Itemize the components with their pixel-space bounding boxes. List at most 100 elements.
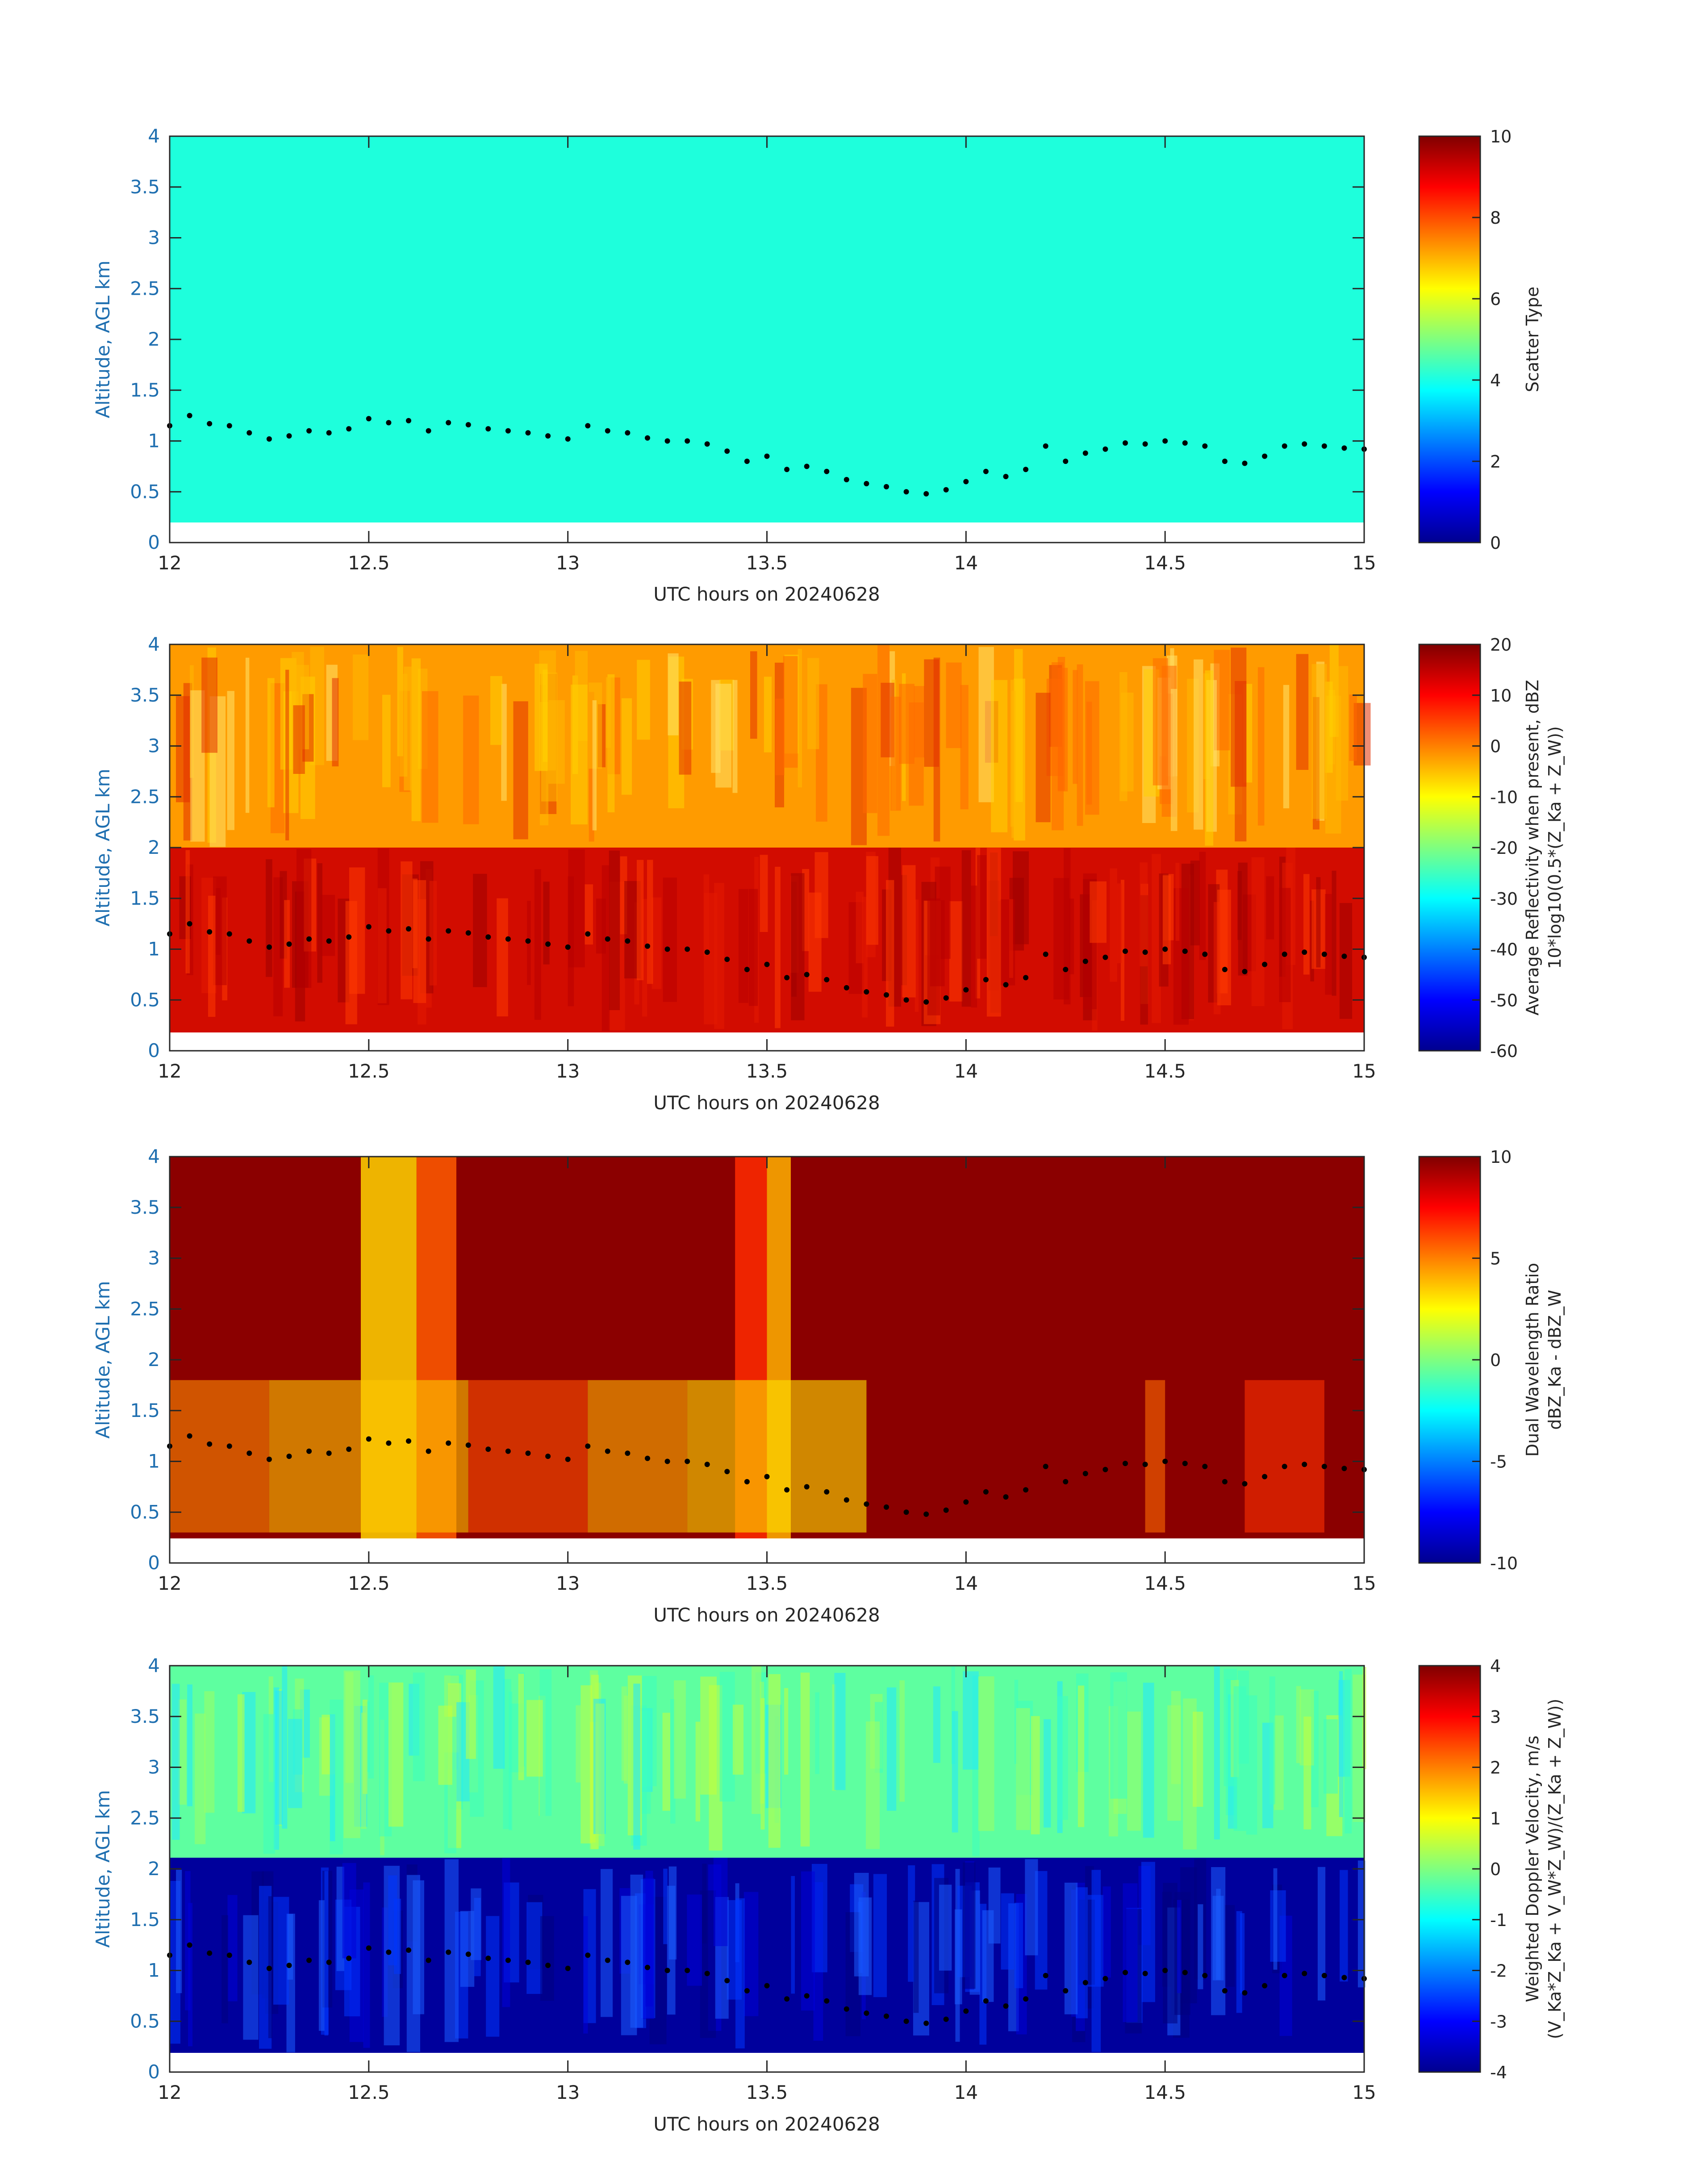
heatmap-streak: [807, 658, 819, 749]
panel-scatter-type: 12 12.5 13 13.5 14 14.5 15 0 0.5 1 1.5 2 2.5 3 3.5 4 U…: [92, 125, 1542, 605]
heatmap-streak: [732, 680, 738, 793]
x-tick-label: 12.5: [348, 1572, 390, 1594]
heatmap-streak: [1339, 1671, 1343, 1817]
cloud-base-dot: [1202, 1972, 1208, 1978]
heatmap-streak: [873, 1874, 887, 1997]
colorbar-label-4b: (V_Ka*Z_Ka + V_W*Z_W)/(Z_Ka + Z_W)): [1545, 1699, 1565, 2039]
heatmap-streak: [187, 1684, 192, 1806]
colorbar-tick-label: -10: [1490, 787, 1518, 807]
cloud-base-dot: [426, 428, 431, 434]
heatmap-streak: [642, 899, 647, 1017]
y-tick-label: 1: [148, 938, 160, 960]
cloud-base-dot: [1282, 951, 1287, 957]
y-tick-label: 1.5: [130, 379, 160, 401]
heatmap-streak: [791, 873, 805, 1020]
cloud-base-dot: [505, 1957, 511, 1963]
heatmap-streak: [815, 1692, 819, 1774]
cloud-base-dot: [446, 420, 451, 426]
x-tick-label: 12: [158, 2081, 181, 2103]
heatmap-streak: [171, 1684, 180, 1840]
cloud-base-dot: [943, 487, 949, 493]
heatmap-streak: [977, 855, 987, 959]
cloud-base-dot: [884, 2013, 889, 2019]
heatmap-streak: [1349, 694, 1357, 761]
cloud-base-dot: [1003, 982, 1009, 988]
y-tick-label: 2.5: [130, 277, 160, 299]
heatmap-streak: [1162, 875, 1171, 965]
cloud-base-dot: [784, 1487, 790, 1493]
cloud-base-dot: [1182, 440, 1188, 446]
x-tick-label: 14: [954, 1572, 978, 1594]
heatmap-streak: [643, 1878, 654, 2019]
heatmap-streak: [914, 686, 925, 758]
colorbar-3: [1418, 1156, 1481, 1564]
heatmap-streak: [243, 1915, 259, 2040]
y-tick-label: 0: [148, 1040, 160, 1061]
cloud-base-dot: [346, 1446, 352, 1452]
heatmap-streak: [1123, 1883, 1138, 2022]
cloud-base-dot: [625, 938, 631, 944]
heatmap-streak: [715, 684, 732, 788]
heatmap-streak: [798, 648, 802, 788]
heatmap-streak: [318, 1900, 325, 2031]
heatmap-streak: [343, 1670, 360, 1839]
cloud-base-dot: [1282, 1463, 1287, 1469]
y-tick-label: 4: [148, 125, 160, 147]
heatmap-streak: [662, 1713, 670, 1811]
heatmap-streak: [471, 1888, 481, 1960]
cloud-base-dot: [1341, 953, 1347, 959]
heatmap-streak: [1001, 1893, 1014, 1970]
cloud-base-dot: [844, 2006, 849, 2012]
heatmap-field-4: [170, 1666, 1366, 2053]
cloud-base-dot: [784, 467, 790, 472]
heatmap-streak: [647, 860, 653, 984]
heatmap-streak: [266, 859, 272, 977]
heatmap-streak: [1303, 874, 1310, 975]
panel-reflectivity: 12 12.5 13 13.5 14 14.5 15 0 0.5 1 1.5 2 2.5 3 3.5 4 U…: [92, 633, 1565, 1114]
cloud-base-dot: [744, 459, 750, 464]
cloud-base-dot: [864, 1501, 869, 1507]
cloud-base-dot: [923, 491, 929, 497]
colorbar-tick-label: 10: [1490, 686, 1512, 706]
heatmap-streak: [1091, 1870, 1101, 2052]
heatmap-streak: [1332, 870, 1336, 996]
heatmap-streak: [764, 677, 772, 752]
cloud-base-dot: [246, 938, 252, 944]
cloud-base-dot: [1043, 1972, 1048, 1978]
heatmap-streak: [317, 863, 322, 983]
x-tick-label: 14.5: [1144, 2081, 1186, 2103]
heatmap-streak: [933, 657, 940, 842]
cloud-base-dot: [266, 436, 272, 442]
cloud-base-dot: [446, 928, 451, 934]
cloud-base-dot: [1123, 949, 1128, 954]
heatmap-streak: [543, 882, 550, 965]
heatmap-streak: [282, 1666, 288, 1829]
cloud-base-dot: [187, 921, 192, 927]
heatmap-streak: [388, 1682, 404, 1827]
heatmap-streak: [1296, 1686, 1301, 1763]
x-tick-label: 13: [556, 2081, 580, 2103]
y-tick-label: 0.5: [130, 2010, 160, 2032]
x-tick-label: 15: [1352, 1572, 1376, 1594]
heatmap-streak: [899, 684, 915, 764]
colorbar-label-3b: dBZ_Ka - dBZ_W: [1545, 1290, 1565, 1429]
cloud-base-dot: [485, 934, 491, 940]
cloud-base-dot: [1063, 967, 1069, 972]
y-tick-label: 3: [148, 1756, 160, 1778]
heatmap-streak: [991, 680, 1008, 832]
cloud-base-dot: [187, 1433, 192, 1439]
heatmap-streak: [501, 684, 507, 801]
colorbar-ticks-2: -60 -50 -40 -30 -20 -10 0 10 20: [1472, 635, 1518, 1061]
cloud-base-dot: [724, 1469, 730, 1475]
heatmap-streak: [963, 1862, 976, 1989]
cloud-base-dots-3: [167, 1433, 1367, 1517]
heatmap-streak: [668, 1866, 677, 1960]
cloud-base-dot: [1023, 1996, 1029, 2002]
cloud-base-dot: [645, 943, 650, 949]
heatmap-streak: [1086, 702, 1092, 805]
heatmap-streak: [1163, 1883, 1178, 2024]
colorbar-label-3a: Dual Wavelength Ratio: [1523, 1263, 1542, 1457]
cloud-base-dot: [246, 1960, 252, 1965]
cloud-base-dot: [903, 489, 909, 495]
heatmap-streak: [752, 1666, 761, 1814]
